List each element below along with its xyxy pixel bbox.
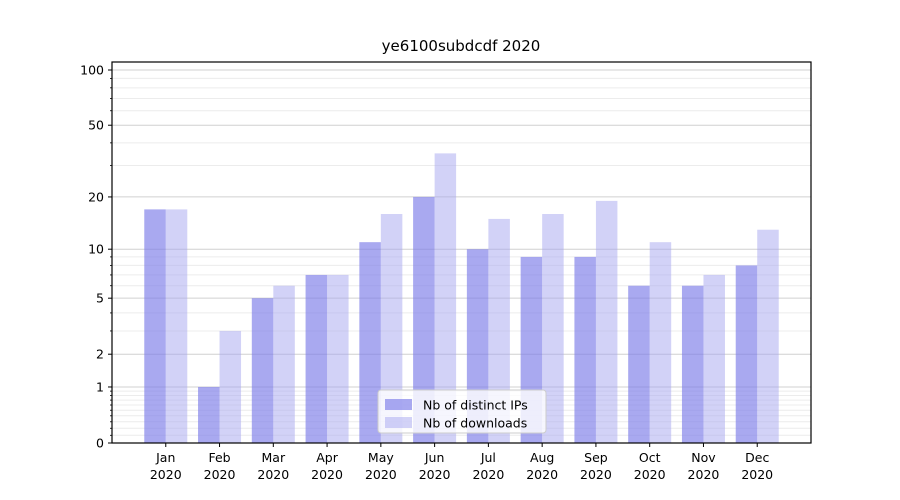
y-tick-label: 50 (88, 118, 104, 133)
x-tick-label-month: Jan (155, 450, 175, 465)
y-tick-label: 0 (96, 436, 104, 451)
x-tick-label-year: 2020 (526, 467, 558, 482)
bar-jul-downloads (488, 218, 510, 443)
y-tick-label: 100 (80, 62, 104, 77)
bar-apr-downloads (327, 274, 349, 443)
x-tick-label-month: Oct (639, 450, 661, 465)
bar-nov-downloads (703, 274, 725, 443)
plot-border (111, 61, 812, 444)
x-tick-label-month: Mar (262, 450, 286, 465)
bar-apr-distinct-ips (305, 274, 328, 443)
x-tick-label-month: Sep (584, 450, 608, 465)
x-tick-label-month: Nov (691, 450, 716, 465)
bar-feb-downloads (219, 330, 242, 443)
x-tick-label-month: Dec (745, 450, 769, 465)
y-tick-label: 10 (88, 242, 104, 257)
x-tick-label-month: May (368, 450, 394, 465)
x-tick-label-year: 2020 (150, 467, 182, 482)
y-axis: 0 1 2 5 10 20 50 100 (80, 62, 112, 451)
bar-oct-downloads (649, 242, 672, 443)
x-tick-label-year: 2020 (419, 467, 451, 482)
x-tick-label-year: 2020 (257, 467, 289, 482)
legend: Nb of distinct IPs Nb of downloads (377, 389, 547, 434)
x-tick-label-year: 2020 (472, 467, 504, 482)
y-tick-label: 20 (88, 189, 104, 204)
bar-feb-distinct-ips (198, 386, 220, 443)
x-tick-label-year: 2020 (580, 467, 612, 482)
bar-mar-downloads (273, 285, 295, 443)
bar-sep-distinct-ips (574, 256, 596, 443)
y-tick-label: 2 (96, 347, 104, 362)
x-tick-label-year: 2020 (634, 467, 666, 482)
x-tick-label-month: Feb (208, 450, 230, 465)
bar-may-downloads (380, 214, 403, 443)
legend-swatch-distinct-ips (385, 399, 412, 410)
x-tick-label-month: Aug (530, 450, 554, 465)
x-tick-label-year: 2020 (688, 467, 720, 482)
legend-swatch-downloads (385, 417, 412, 428)
x-tick-label-month: Jul (480, 450, 496, 465)
x-tick-label-month: Jun (424, 450, 445, 465)
y-tick-label: 5 (96, 291, 104, 306)
x-tick-label-year: 2020 (204, 467, 236, 482)
bar-mar-distinct-ips (251, 298, 274, 443)
x-axis: Jan 2020 Feb 2020 Mar 2020 Apr 2020 May 2020 Jun 20… (150, 443, 773, 482)
legend-box (377, 389, 547, 434)
bar-jan-distinct-ips (144, 209, 166, 443)
legend-label-downloads: Nb of downloads (423, 416, 527, 431)
x-tick-label-year: 2020 (365, 467, 397, 482)
bar-jan-downloads (165, 209, 188, 443)
bar-sep-downloads (595, 200, 618, 443)
y-tick-label: 1 (96, 379, 104, 394)
bar-jun-distinct-ips (413, 196, 435, 443)
bar-nov-distinct-ips (681, 285, 704, 443)
bar-aug-downloads (542, 214, 564, 443)
legend-label-distinct-ips: Nb of distinct IPs (423, 398, 528, 413)
bar-dec-distinct-ips (735, 265, 758, 443)
x-tick-label-month: Apr (316, 450, 338, 465)
bar-may-distinct-ips (359, 242, 381, 443)
x-tick-label-year: 2020 (311, 467, 343, 482)
bar-dec-downloads (757, 229, 779, 443)
bar-jun-downloads (434, 153, 457, 443)
bar-oct-distinct-ips (628, 285, 650, 443)
x-tick-label-year: 2020 (741, 467, 773, 482)
chart-title: ye6100subdcdf 2020 (382, 37, 541, 55)
